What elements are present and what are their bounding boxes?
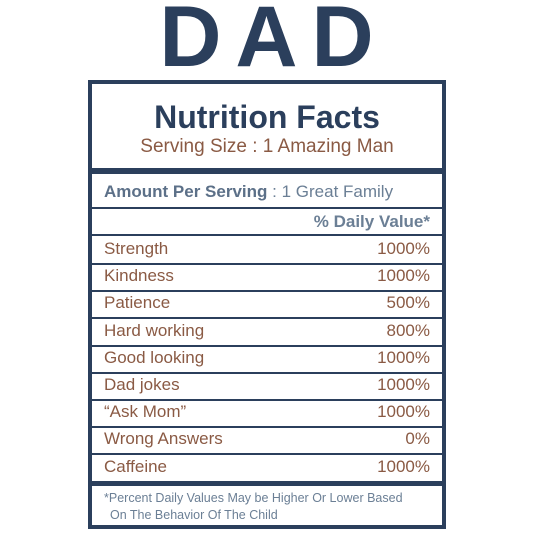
separator — [92, 234, 442, 236]
nutrient-value: 1000% — [377, 347, 430, 367]
nutrient-value: 500% — [386, 293, 430, 313]
nutrient-value: 0% — [405, 429, 430, 449]
row-separator — [92, 453, 442, 456]
nutrient-value: 1000% — [377, 239, 430, 258]
nutrient-name: Dad jokes — [104, 375, 180, 394]
row-separator — [92, 371, 442, 374]
nutrient-name: Caffeine — [104, 456, 168, 476]
amount-label: Amount Per Serving — [104, 182, 268, 201]
label-border — [88, 80, 446, 529]
serving-size: Serving Size : 1 Amazing Man — [140, 136, 394, 157]
nutrient-value: 1000% — [377, 402, 430, 422]
amount-per-serving: Amount Per Serving : 1 Great Family — [104, 181, 393, 203]
row-separator — [92, 399, 442, 401]
separator — [92, 207, 442, 209]
nutrient-name: Wrong Answers — [104, 429, 223, 449]
nutrient-name: Kindness — [104, 266, 174, 286]
nutrient-value: 1000% — [377, 266, 430, 286]
row-separator — [92, 290, 442, 293]
amount-value: : 1 Great Family — [272, 182, 394, 201]
row-separator — [92, 480, 442, 486]
row-separator — [92, 317, 442, 320]
footnote-line: *Percent Daily Values May be Higher Or L… — [104, 491, 403, 505]
nutrient-name: “Ask Mom” — [104, 402, 187, 422]
footnote-line: On The Behavior Of The Child — [110, 508, 278, 522]
row-separator — [92, 344, 442, 347]
nutrient-value: 1000% — [377, 456, 430, 476]
nutrient-value: 1000% — [377, 375, 430, 394]
nutrient-name: Hard working — [104, 320, 205, 340]
nutrient-name: Strength — [104, 239, 169, 258]
separator — [92, 168, 442, 174]
row-separator — [92, 263, 442, 265]
nutrient-name: Patience — [104, 293, 171, 313]
heading: Nutrition Facts — [154, 99, 380, 135]
nutrient-name: Good looking — [104, 347, 205, 367]
row-separator — [92, 426, 442, 429]
daily-value-header: % Daily Value* — [313, 212, 430, 231]
nutrient-value: 800% — [386, 320, 430, 340]
title: DAD — [159, 0, 388, 85]
footnote: *Percent Daily Values May be Higher Or L… — [104, 490, 439, 524]
